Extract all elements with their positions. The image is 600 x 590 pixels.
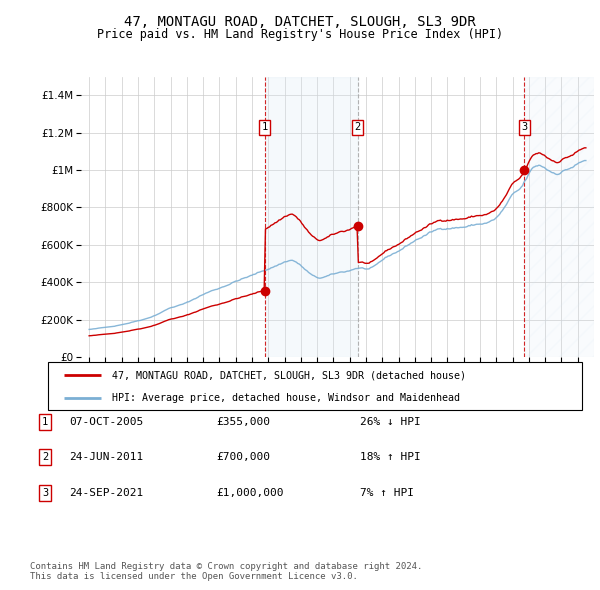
Text: £355,000: £355,000 bbox=[216, 417, 270, 427]
Text: 1: 1 bbox=[262, 122, 268, 132]
Text: 47, MONTAGU ROAD, DATCHET, SLOUGH, SL3 9DR (detached house): 47, MONTAGU ROAD, DATCHET, SLOUGH, SL3 9… bbox=[112, 370, 466, 380]
Text: HPI: Average price, detached house, Windsor and Maidenhead: HPI: Average price, detached house, Wind… bbox=[112, 393, 460, 403]
Text: 24-SEP-2021: 24-SEP-2021 bbox=[69, 488, 143, 497]
Text: 3: 3 bbox=[42, 488, 48, 497]
Bar bbox=[524, 77, 594, 357]
Text: £1,000,000: £1,000,000 bbox=[216, 488, 284, 497]
Text: 3: 3 bbox=[521, 122, 527, 132]
FancyBboxPatch shape bbox=[48, 362, 582, 410]
Text: 2: 2 bbox=[355, 122, 361, 132]
Text: Price paid vs. HM Land Registry's House Price Index (HPI): Price paid vs. HM Land Registry's House … bbox=[97, 28, 503, 41]
Text: 07-OCT-2005: 07-OCT-2005 bbox=[69, 417, 143, 427]
Text: 26% ↓ HPI: 26% ↓ HPI bbox=[360, 417, 421, 427]
Text: 2: 2 bbox=[42, 453, 48, 462]
Text: Contains HM Land Registry data © Crown copyright and database right 2024.: Contains HM Land Registry data © Crown c… bbox=[30, 562, 422, 571]
Text: 24-JUN-2011: 24-JUN-2011 bbox=[69, 453, 143, 462]
Text: This data is licensed under the Open Government Licence v3.0.: This data is licensed under the Open Gov… bbox=[30, 572, 358, 581]
Text: £700,000: £700,000 bbox=[216, 453, 270, 462]
Text: 1: 1 bbox=[42, 417, 48, 427]
Text: 18% ↑ HPI: 18% ↑ HPI bbox=[360, 453, 421, 462]
Bar bbox=[265, 77, 358, 357]
Text: 47, MONTAGU ROAD, DATCHET, SLOUGH, SL3 9DR: 47, MONTAGU ROAD, DATCHET, SLOUGH, SL3 9… bbox=[124, 15, 476, 29]
Text: 7% ↑ HPI: 7% ↑ HPI bbox=[360, 488, 414, 497]
